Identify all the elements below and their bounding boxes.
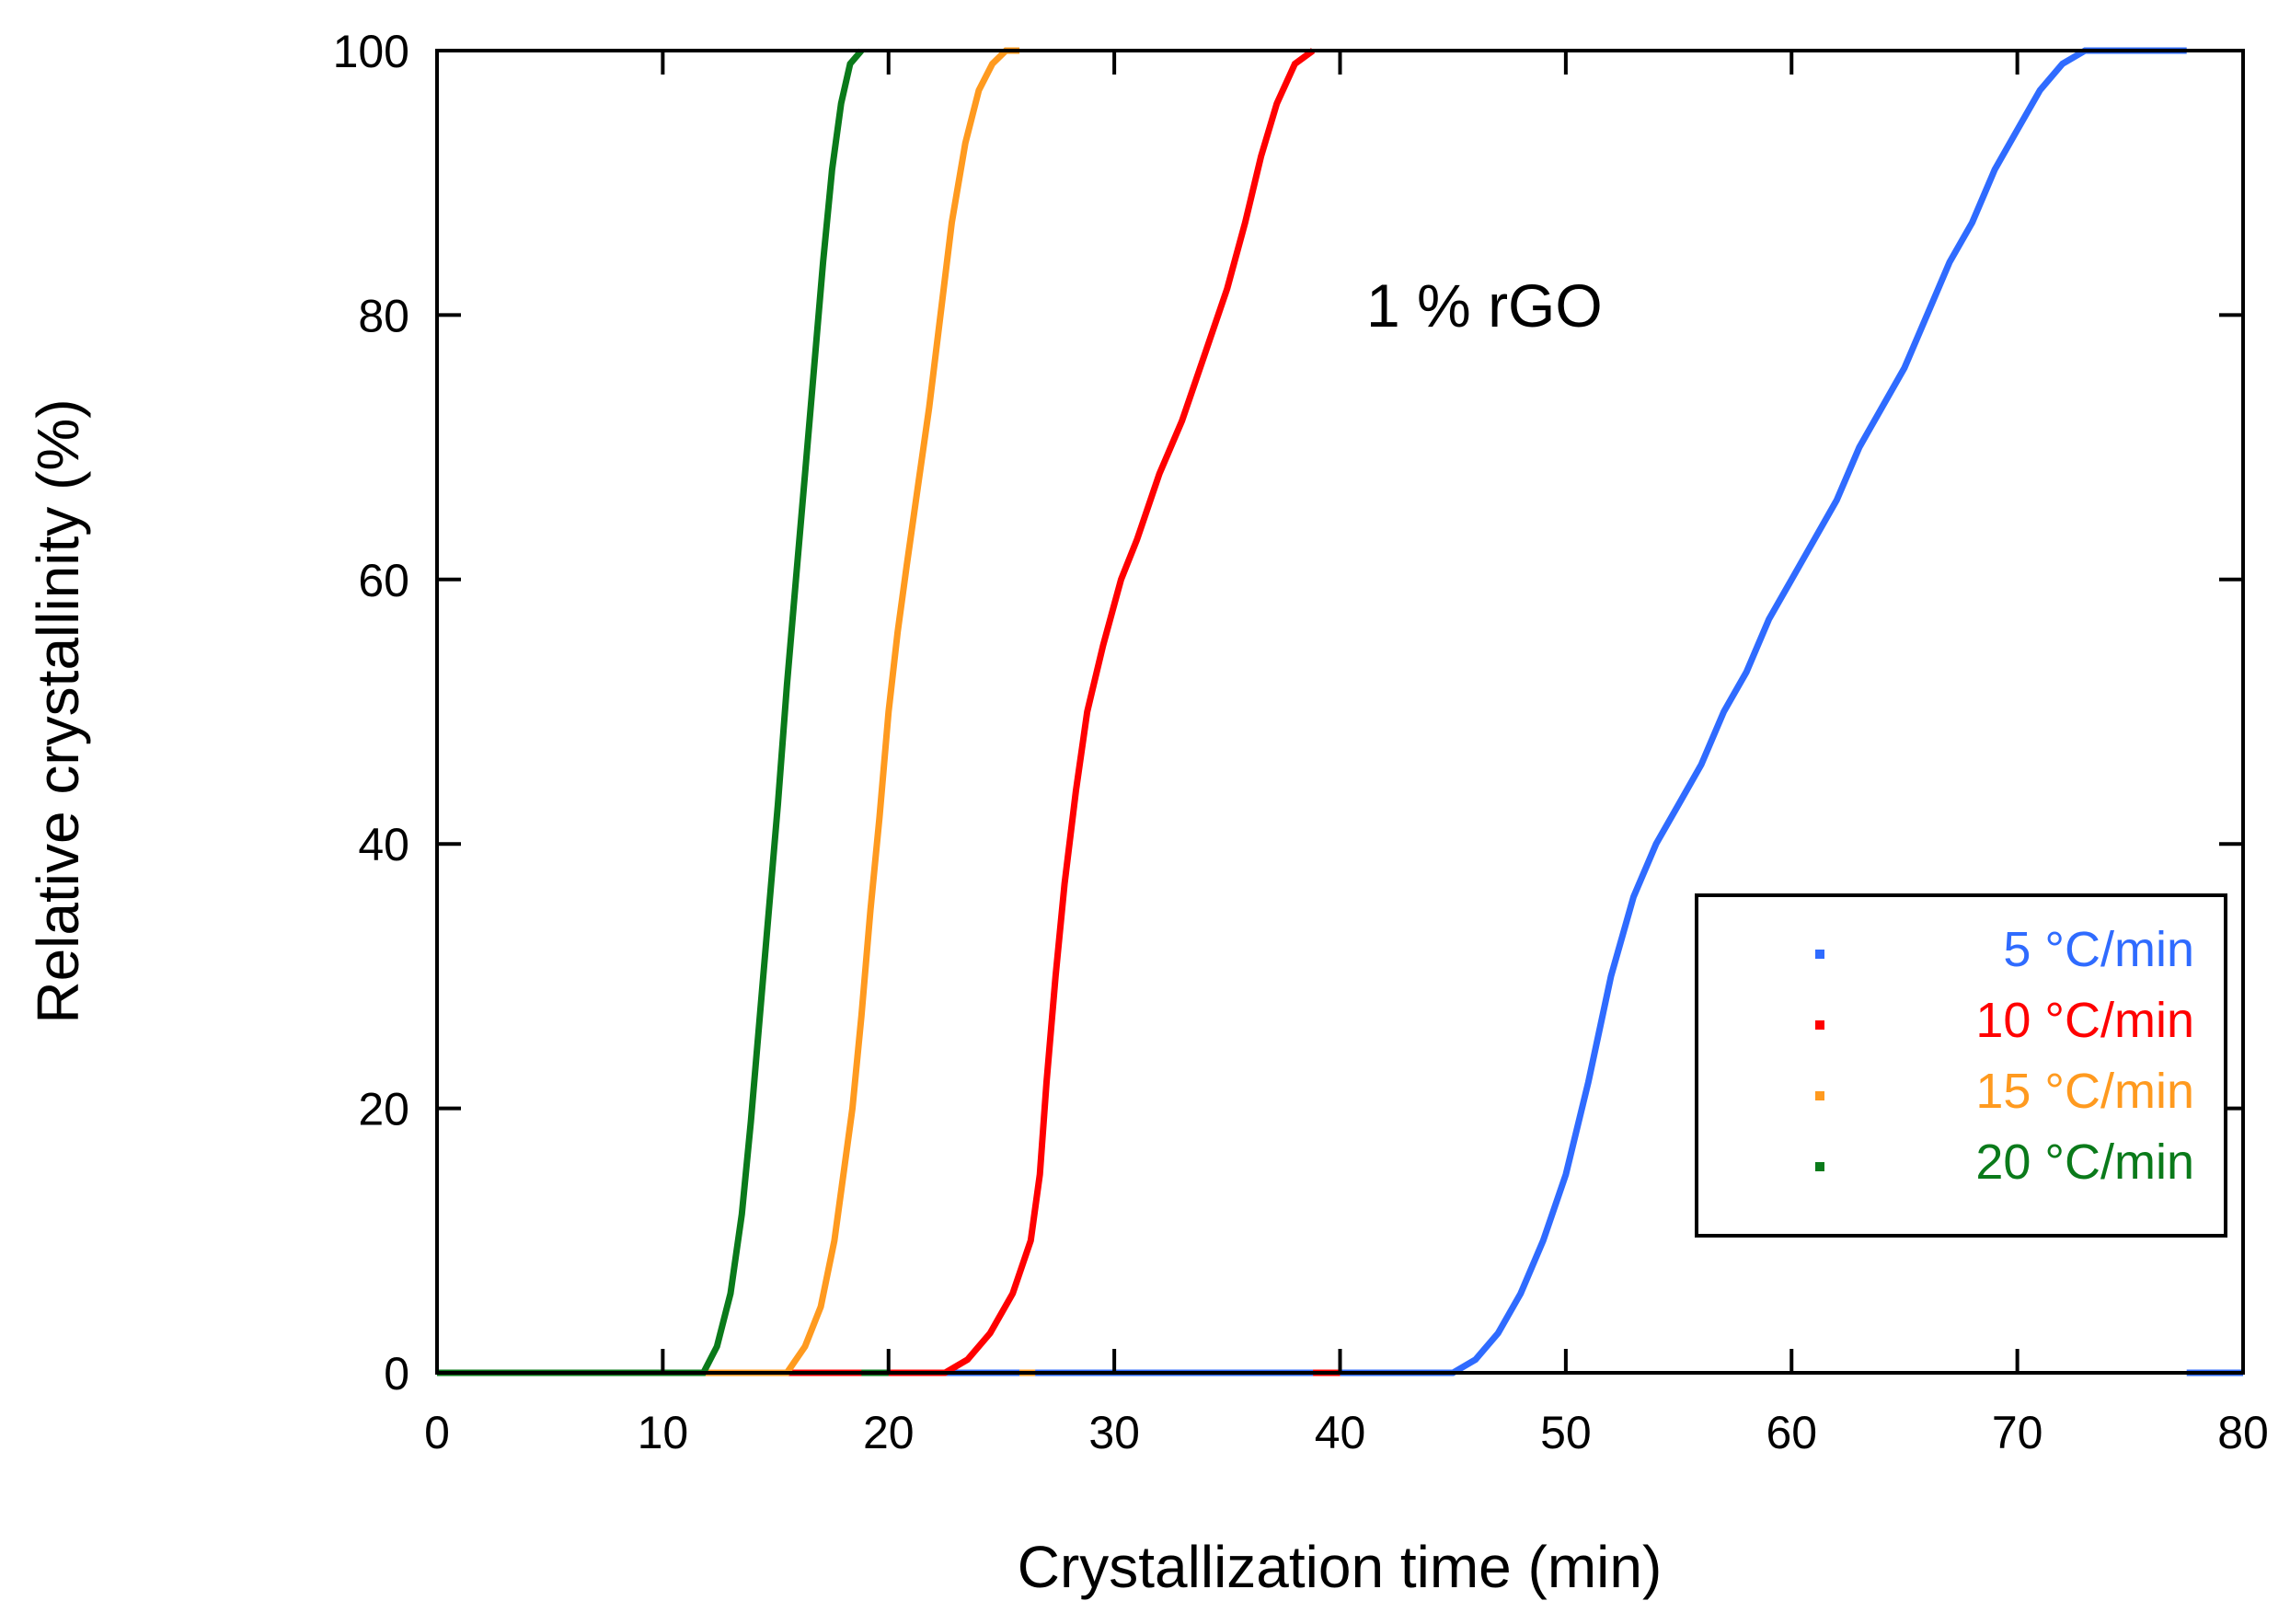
series-line-2 <box>437 48 1316 1376</box>
x-tick-label: 30 <box>1088 1407 1140 1458</box>
y-tick-label: 80 <box>358 290 409 341</box>
legend-label: 15 °C/min <box>1975 1064 2194 1119</box>
series-4 <box>437 48 889 1376</box>
y-tick-label: 100 <box>333 26 409 77</box>
series-line-3 <box>437 47 1020 1376</box>
y-tick-label: 60 <box>358 555 409 606</box>
ticks-layer: 0 10 20 30 40 50 60 70 80 0 20 40 60 80 100 <box>333 26 2269 1458</box>
x-tick-label: 10 <box>638 1407 689 1458</box>
y-tick-label: 20 <box>358 1084 409 1135</box>
legend-label: 20 °C/min <box>1975 1134 2194 1190</box>
y-tick-label: 40 <box>358 819 409 870</box>
series-layer <box>437 47 2243 1376</box>
y-axis-title: Relative crystallinity (%) <box>25 398 91 1023</box>
y-tick-label: 0 <box>384 1348 409 1399</box>
x-tick-label: 0 <box>424 1407 450 1458</box>
x-tick-label: 60 <box>1766 1407 1817 1458</box>
series-line-1 <box>437 47 2187 1376</box>
legend-marker <box>1815 1020 1824 1030</box>
legend-items: 5 °C/min 10 °C/min 15 °C/min 20 °C/min <box>1815 922 2194 1190</box>
series-line-4 <box>437 48 864 1376</box>
legend-item-2: 10 °C/min <box>1815 993 2194 1048</box>
x-tick-label: 40 <box>1315 1407 1366 1458</box>
series-3 <box>437 47 1036 1376</box>
x-tick-label: 80 <box>2217 1407 2269 1458</box>
legend-item-1: 5 °C/min <box>1815 922 2194 977</box>
legend-marker <box>1815 1162 1824 1171</box>
legend-marker <box>1815 1091 1824 1100</box>
x-axis-title: Crystallization time (min) <box>1018 1534 1663 1600</box>
x-tick-label: 70 <box>1992 1407 2043 1458</box>
legend-box <box>1695 893 2227 1238</box>
x-tick-label: 20 <box>863 1407 915 1458</box>
legend-item-3: 15 °C/min <box>1815 1064 2194 1119</box>
legend-label: 5 °C/min <box>2003 922 2194 977</box>
legend-label: 10 °C/min <box>1975 993 2194 1048</box>
legend: 5 °C/min 10 °C/min 15 °C/min 20 °C/min <box>1695 893 2227 1238</box>
legend-item-4: 20 °C/min <box>1815 1134 2194 1190</box>
legend-marker <box>1815 950 1824 959</box>
annotation-label: 1 % rGO <box>1366 271 1603 340</box>
x-tick-label: 50 <box>1540 1407 1592 1458</box>
